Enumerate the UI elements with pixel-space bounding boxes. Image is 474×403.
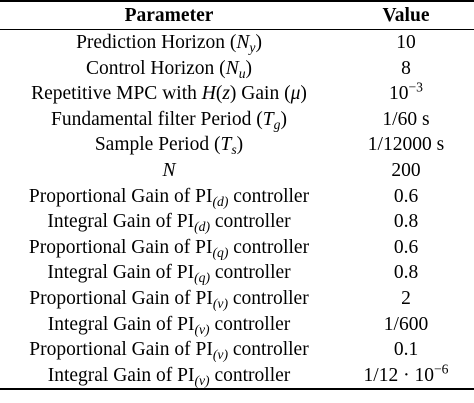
value-cell: 10−3	[388, 81, 423, 105]
table-row: Integral Gain of PI(v) controller 1/12 ·…	[0, 363, 474, 390]
header-value: Value	[382, 5, 430, 26]
table-row: Proportional Gain of PI(d) controller 0.…	[0, 184, 474, 210]
parameter-table: Parameter Value Prediction Horizon (Ny) …	[0, 1, 474, 390]
value-cell: 0.8	[393, 211, 419, 233]
table-row: Prediction Horizon (Ny) 10	[0, 30, 474, 56]
value-cell: 0.6	[393, 185, 419, 207]
table-row: Integral Gain of PI(q) controller 0.8	[0, 260, 474, 286]
value-cell: 10	[396, 32, 416, 53]
table-row: Sample Period (Ts) 1/12000 s	[0, 132, 474, 158]
table-header-row: Parameter Value	[0, 1, 474, 30]
table-row: Control Horizon (Nu) 8	[0, 56, 474, 82]
table-row: Proportional Gain of PI(v) controller 0.…	[0, 337, 474, 363]
value-cell: 1/12000 s	[367, 134, 445, 156]
value-cell: 0.1	[393, 339, 419, 361]
value-cell: 200	[391, 159, 421, 181]
param-cell: N	[162, 159, 176, 181]
table-row: Fundamental filter Period (Tg) 1/60 s	[0, 107, 474, 133]
table-row: Proportional Gain of PI(q) controller 0.…	[0, 235, 474, 261]
value-cell: 1/600	[383, 313, 429, 335]
param-cell: Proportional Gain of PI(v) controller	[29, 339, 309, 363]
param-cell: Control Horizon (Nu)	[85, 57, 253, 81]
param-cell: Sample Period (Ts)	[94, 134, 244, 158]
value-cell: 0.6	[393, 236, 419, 258]
value-cell: 1/12 · 10−6	[363, 362, 449, 386]
param-cell: Proportional Gain of PI(d) controller	[28, 185, 310, 209]
param-cell: Integral Gain of PI(v) controller	[47, 364, 291, 388]
param-cell: Proportional Gain of PI(v) controller	[29, 287, 309, 312]
value-cell: 2	[401, 287, 411, 309]
param-cell: Integral Gain of PI(d) controller	[47, 211, 291, 235]
param-cell: Repetitive MPC with H(z) Gain (μ)	[31, 83, 307, 105]
table-row: Integral Gain of PI(d) controller 0.8	[0, 209, 474, 235]
value-cell: 1/60 s	[382, 108, 430, 130]
param-cell: Integral Gain of PI(q) controller	[47, 262, 291, 286]
param-cell: Prediction Horizon (Ny)	[76, 32, 262, 56]
param-cell: Integral Gain of PI(v) controller	[47, 313, 291, 337]
table-row: N 200	[0, 158, 474, 184]
header-parameter: Parameter	[124, 5, 214, 26]
table-row: Integral Gain of PI(v) controller 1/600	[0, 312, 474, 338]
table-row: Proportional Gain of PI(v) controller 2	[0, 286, 474, 312]
param-cell: Fundamental filter Period (Tg)	[51, 108, 287, 132]
value-cell: 8	[401, 57, 411, 79]
param-cell: Proportional Gain of PI(q) controller	[28, 236, 310, 260]
value-cell: 0.8	[393, 262, 419, 284]
table-row: Repetitive MPC with H(z) Gain (μ) 10−3	[0, 81, 474, 107]
